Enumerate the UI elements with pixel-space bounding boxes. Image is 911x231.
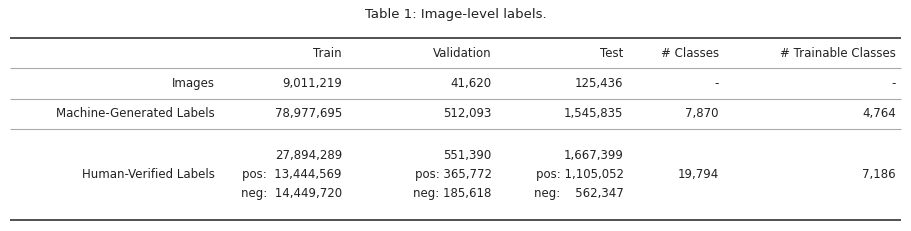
Text: Train: Train [313,47,342,60]
Text: 7,186: 7,186 [863,168,896,181]
Text: 27,894,289
pos:  13,444,569
neg:  14,449,720: 27,894,289 pos: 13,444,569 neg: 14,449,7… [241,149,342,200]
Text: # Classes: # Classes [660,47,719,60]
Text: 551,390
pos: 365,772
neg: 185,618: 551,390 pos: 365,772 neg: 185,618 [414,149,492,200]
Text: -: - [892,77,896,90]
Text: 1,667,399
pos: 1,105,052
neg:    562,347: 1,667,399 pos: 1,105,052 neg: 562,347 [534,149,623,200]
Text: 7,870: 7,870 [685,107,719,121]
Text: 19,794: 19,794 [678,168,719,181]
Text: Test: Test [600,47,623,60]
Text: Images: Images [172,77,215,90]
Text: 41,620: 41,620 [451,77,492,90]
Text: 512,093: 512,093 [444,107,492,121]
Text: Machine-Generated Labels: Machine-Generated Labels [56,107,215,121]
Text: Human-Verified Labels: Human-Verified Labels [82,168,215,181]
Text: 1,545,835: 1,545,835 [564,107,623,121]
Text: -: - [714,77,719,90]
Text: 125,436: 125,436 [575,77,623,90]
Text: 78,977,695: 78,977,695 [275,107,342,121]
Text: # Trainable Classes: # Trainable Classes [780,47,896,60]
Text: Table 1: Image-level labels.: Table 1: Image-level labels. [364,8,547,21]
Text: 9,011,219: 9,011,219 [282,77,342,90]
Text: 4,764: 4,764 [862,107,896,121]
Text: Validation: Validation [434,47,492,60]
